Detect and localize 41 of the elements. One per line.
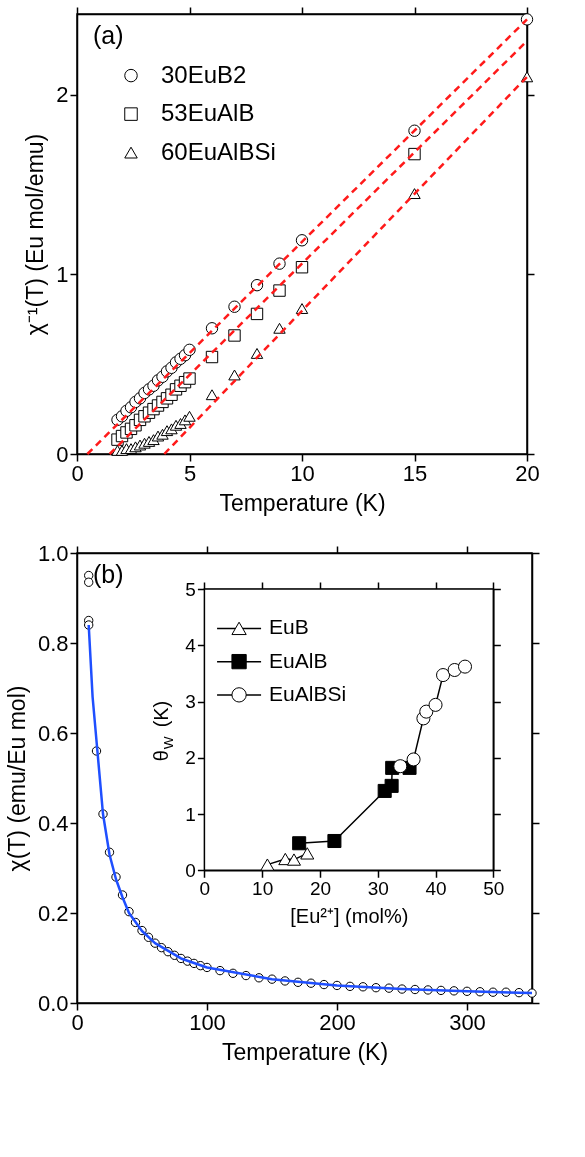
y-axis-title: θW (K) bbox=[150, 700, 177, 762]
y-tick-label: 0 bbox=[185, 859, 196, 881]
x-tick-label: 200 bbox=[319, 1009, 356, 1035]
x-tick-label: 10 bbox=[290, 460, 315, 486]
x-tick-label: 15 bbox=[402, 460, 428, 486]
legend-label: EuB bbox=[269, 615, 309, 639]
y-tick-label: 1 bbox=[185, 803, 196, 825]
y-axis-title: χ(T) (emu/Eu mol) bbox=[3, 685, 30, 872]
x-tick-label: 20 bbox=[309, 877, 332, 899]
legend-label: EuAlB bbox=[269, 648, 328, 672]
x-axis-title: [Eu²⁺] (mol%) bbox=[290, 904, 409, 927]
legend-label: EuAlBSi bbox=[269, 681, 347, 705]
x-tick-label: 30 bbox=[367, 877, 389, 899]
x-tick-label: 20 bbox=[515, 460, 540, 486]
x-axis-title: Temperature (K) bbox=[219, 489, 386, 516]
y-tick-label: 0.6 bbox=[37, 720, 69, 746]
annotation: (b) bbox=[93, 560, 124, 588]
y-tick-label: 1.0 bbox=[37, 540, 69, 566]
y-tick-label: 3 bbox=[185, 691, 196, 712]
annotation: (a) bbox=[93, 21, 124, 49]
y-tick-label: 0.2 bbox=[37, 900, 69, 926]
x-tick-label: 0 bbox=[199, 877, 211, 899]
y-tick-label: 4 bbox=[185, 634, 197, 656]
y-tick-label: 0.8 bbox=[37, 630, 69, 656]
legend-label: 60EuAlBSi bbox=[161, 137, 276, 165]
y-tick-label: 2 bbox=[56, 82, 69, 108]
y-tick-label: 2 bbox=[185, 747, 196, 769]
y-tick-label: 0.4 bbox=[37, 810, 69, 836]
y-tick-label: 1 bbox=[56, 261, 69, 287]
x-tick-label: 300 bbox=[449, 1009, 486, 1035]
y-tick-label: 5 bbox=[185, 578, 196, 600]
x-tick-label: 10 bbox=[252, 877, 274, 899]
x-tick-label: 50 bbox=[483, 877, 505, 899]
legend-label: 53EuAlB bbox=[161, 99, 255, 127]
y-tick-label: 0.0 bbox=[37, 990, 69, 1016]
y-tick-label: 0 bbox=[56, 441, 69, 467]
y-axis-title: χ⁻¹(T) (Eu mol/emu) bbox=[22, 133, 49, 336]
x-tick-label: 100 bbox=[189, 1009, 226, 1035]
legend-label: 30EuB2 bbox=[161, 60, 247, 88]
x-tick-label: 40 bbox=[425, 877, 447, 899]
x-axis-title: Temperature (K) bbox=[221, 1038, 389, 1065]
